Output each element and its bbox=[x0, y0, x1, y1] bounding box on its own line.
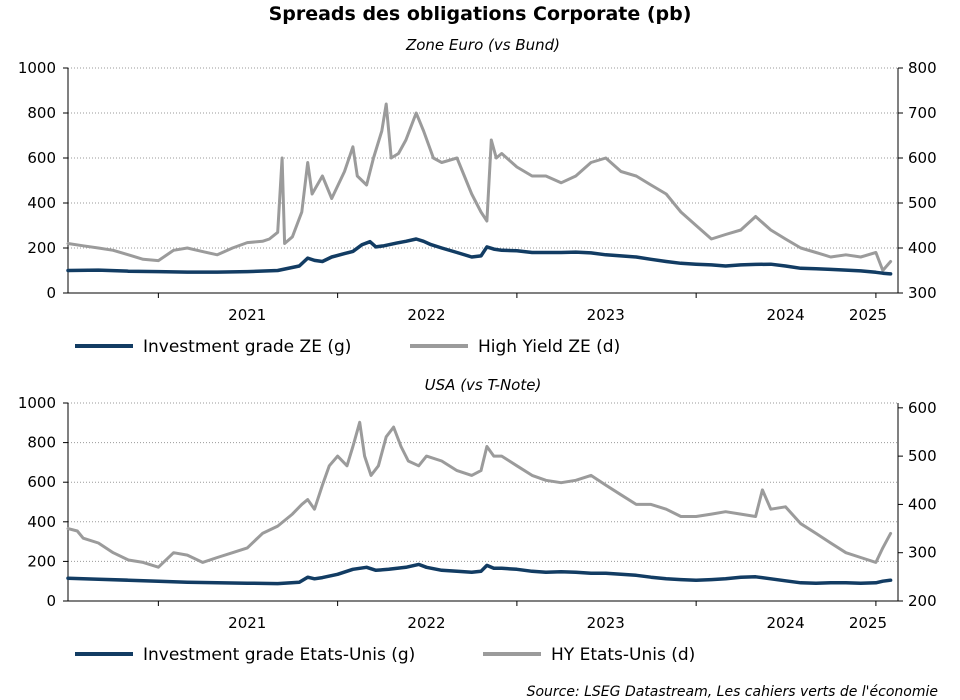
legend-label-investment-grade-etats-unis-g: Investment grade Etats-Unis (g) bbox=[143, 645, 415, 665]
left-axis-tick-label: 800 bbox=[27, 434, 56, 452]
x-axis-tick-label: 2022 bbox=[407, 306, 445, 324]
right-axis-tick-label: 700 bbox=[908, 104, 937, 122]
figure-title: Spreads des obligations Corporate (pb) bbox=[269, 3, 692, 25]
right-axis-tick-label: 300 bbox=[908, 544, 937, 562]
series-line-investment-grade-etats-unis-g bbox=[66, 562, 893, 586]
x-axis-tick-label: 2024 bbox=[766, 306, 804, 324]
right-axis-tick-label: 200 bbox=[908, 592, 937, 610]
series-line-hy-etats-unis-d bbox=[66, 420, 893, 569]
x-axis-tick-label: 2021 bbox=[228, 614, 266, 632]
left-axis-tick-label: 200 bbox=[27, 552, 56, 570]
left-axis-tick-label: 600 bbox=[27, 149, 56, 167]
left-axis-tick-label: 1000 bbox=[18, 394, 56, 412]
left-axis-tick-label: 600 bbox=[27, 473, 56, 491]
right-axis-tick-label: 400 bbox=[908, 495, 937, 513]
right-axis-tick-label: 300 bbox=[908, 284, 937, 302]
right-axis-tick-label: 400 bbox=[908, 239, 937, 257]
x-axis-tick-label: 2025 bbox=[849, 614, 887, 632]
left-axis-tick-label: 1000 bbox=[18, 59, 56, 77]
x-axis-tick-label: 2021 bbox=[228, 306, 266, 324]
x-axis-tick-label: 2025 bbox=[849, 306, 887, 324]
x-axis-tick-label: 2022 bbox=[407, 614, 445, 632]
eurozone-panel: Zone Euro (vs Bund) 0 200 400 600 800 1000 300 4… bbox=[18, 36, 937, 357]
left-axis-tick-label: 0 bbox=[46, 284, 56, 302]
left-axis-tick-label: 800 bbox=[27, 104, 56, 122]
right-axis-tick-label: 500 bbox=[908, 194, 937, 212]
legend-label-high-yield-ze-d: High Yield ZE (d) bbox=[478, 337, 620, 357]
x-axis-tick-label: 2023 bbox=[587, 306, 625, 324]
x-axis-tick-label: 2023 bbox=[587, 614, 625, 632]
left-axis-tick-label: 0 bbox=[46, 592, 56, 610]
series-line-investment-grade-ze-g bbox=[66, 237, 893, 276]
usa-panel: USA (vs T-Note) 0 200 400 600 800 1000 200 300 40… bbox=[18, 376, 937, 665]
right-axis-tick-label: 800 bbox=[908, 59, 937, 77]
left-axis-tick-label: 400 bbox=[27, 194, 56, 212]
series-line-high-yield-ze-d bbox=[66, 102, 893, 272]
legend-label-investment-grade-ze-g: Investment grade ZE (g) bbox=[143, 337, 351, 357]
legend-label-hy-etats-unis-d: HY Etats-Unis (d) bbox=[551, 645, 695, 665]
right-axis-tick-label: 600 bbox=[908, 399, 937, 417]
right-axis-tick-label: 500 bbox=[908, 447, 937, 465]
left-axis-tick-label: 200 bbox=[27, 239, 56, 257]
left-axis-tick-label: 400 bbox=[27, 513, 56, 531]
source-note: Source: LSEG Datastream, Les cahiers ver… bbox=[527, 684, 938, 700]
panel-subtitle: Zone Euro (vs Bund) bbox=[405, 36, 560, 54]
right-axis-tick-label: 600 bbox=[908, 149, 937, 167]
x-axis-tick-label: 2024 bbox=[766, 614, 804, 632]
panel-subtitle: USA (vs T-Note) bbox=[425, 376, 542, 394]
